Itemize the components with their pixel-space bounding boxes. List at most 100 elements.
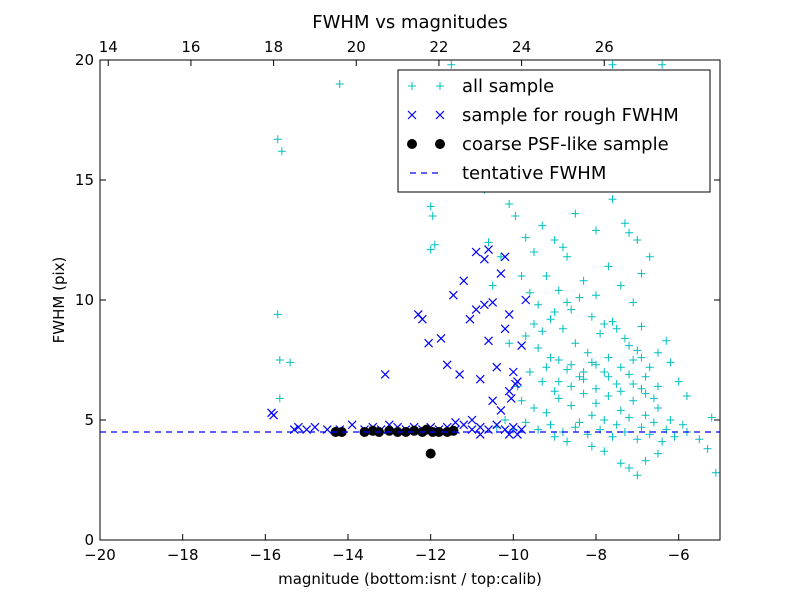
x-tick-label: −6 (668, 546, 690, 564)
point-1-33 (436, 333, 446, 343)
point-0-58 (612, 380, 621, 388)
point-1-27 (508, 422, 518, 432)
x-tick-label: −18 (167, 546, 199, 564)
point-0-63 (530, 404, 538, 412)
point-0-109 (550, 236, 559, 244)
point-0-103 (666, 358, 675, 367)
point-0-152 (554, 356, 563, 364)
point-0-46 (596, 329, 605, 338)
point-2-8 (409, 425, 420, 436)
point-0-99 (587, 442, 596, 451)
point-0-44 (571, 339, 580, 348)
point-0-7 (275, 356, 284, 364)
point-0-110 (538, 221, 547, 230)
point-0-148 (616, 387, 625, 396)
y-tick-label: 0 (84, 531, 94, 549)
point-0-35 (592, 291, 600, 300)
point-0-59 (625, 370, 634, 379)
top-tick-label: 18 (264, 38, 283, 56)
point-0-121 (484, 238, 493, 247)
point-0-47 (608, 317, 617, 326)
point-0-16 (511, 212, 520, 220)
point-0-90 (695, 435, 704, 444)
point-0-144 (567, 382, 576, 391)
point-0-128 (637, 423, 646, 432)
point-1-46 (500, 324, 510, 334)
point-1-52 (504, 386, 514, 396)
point-1-31 (417, 314, 427, 324)
point-0-101 (674, 377, 683, 386)
point-0-159 (641, 372, 650, 381)
point-0-111 (592, 226, 600, 235)
point-0-67 (579, 389, 588, 398)
point-0-132 (563, 437, 572, 446)
point-0-129 (649, 418, 658, 427)
point-0-24 (608, 195, 617, 204)
point-0-76 (521, 418, 530, 427)
point-0-74 (666, 416, 675, 424)
point-0-139 (600, 320, 609, 328)
point-1-47 (504, 309, 514, 319)
point-0-69 (604, 392, 613, 400)
legend-marker-2-b (435, 139, 445, 149)
point-0-5 (658, 60, 667, 69)
point-0-160 (654, 382, 662, 391)
point-0-137 (575, 293, 584, 302)
top-tick-label: 14 (99, 38, 118, 56)
x-tick-label: −12 (415, 546, 447, 564)
point-0-131 (550, 432, 559, 441)
point-0-10 (426, 202, 435, 211)
point-0-124 (587, 411, 596, 420)
point-1-29 (380, 369, 390, 379)
x-tick-label: −10 (498, 546, 530, 564)
point-1-57 (479, 254, 489, 264)
y-tick-label: 15 (75, 171, 94, 189)
point-2-5 (384, 425, 395, 436)
point-1-32 (424, 338, 434, 348)
point-0-66 (567, 401, 576, 410)
x-axis-label: magnitude (bottom:isnt / top:calib) (278, 570, 542, 588)
point-1-34 (442, 360, 452, 370)
point-0-71 (629, 396, 638, 405)
point-0-136 (563, 298, 572, 307)
point-0-119 (496, 252, 505, 261)
legend-label-psf-like: coarse PSF-like sample (462, 134, 669, 155)
point-0-146 (592, 384, 600, 393)
point-0-127 (625, 413, 634, 422)
point-1-56 (510, 379, 520, 389)
point-0-28 (517, 272, 526, 280)
point-0-18 (530, 248, 538, 256)
point-0-2 (335, 80, 344, 88)
legend-label-all-sample: all sample (462, 76, 554, 97)
point-0-9 (275, 394, 284, 403)
point-0-29 (525, 288, 534, 297)
point-0-70 (616, 406, 625, 415)
point-1-39 (471, 305, 481, 315)
point-0-33 (567, 305, 576, 314)
point-0-108 (563, 252, 572, 261)
point-1-60 (500, 252, 510, 262)
point-0-77 (534, 425, 543, 434)
point-1-41 (479, 300, 489, 310)
point-0-17 (521, 233, 530, 242)
point-0-151 (542, 363, 551, 372)
point-0-12 (426, 245, 435, 254)
x-tick-label: −16 (250, 546, 282, 564)
point-0-68 (592, 399, 600, 408)
point-0-45 (583, 348, 592, 357)
point-0-140 (612, 324, 621, 333)
y-axis-label: FWHM (pix) (50, 257, 68, 344)
point-0-155 (592, 360, 600, 369)
top-tick-label: 22 (429, 38, 448, 56)
point-0-93 (703, 444, 712, 453)
plot-area (100, 60, 720, 480)
point-0-32 (554, 286, 563, 295)
point-0-0 (273, 135, 282, 144)
legend-label-tentative-fwhm: tentative FWHM (462, 163, 606, 184)
point-0-37 (616, 281, 625, 290)
point-0-20 (558, 243, 567, 252)
series-2 (330, 424, 459, 459)
point-0-105 (662, 336, 671, 345)
point-0-53 (550, 387, 559, 396)
